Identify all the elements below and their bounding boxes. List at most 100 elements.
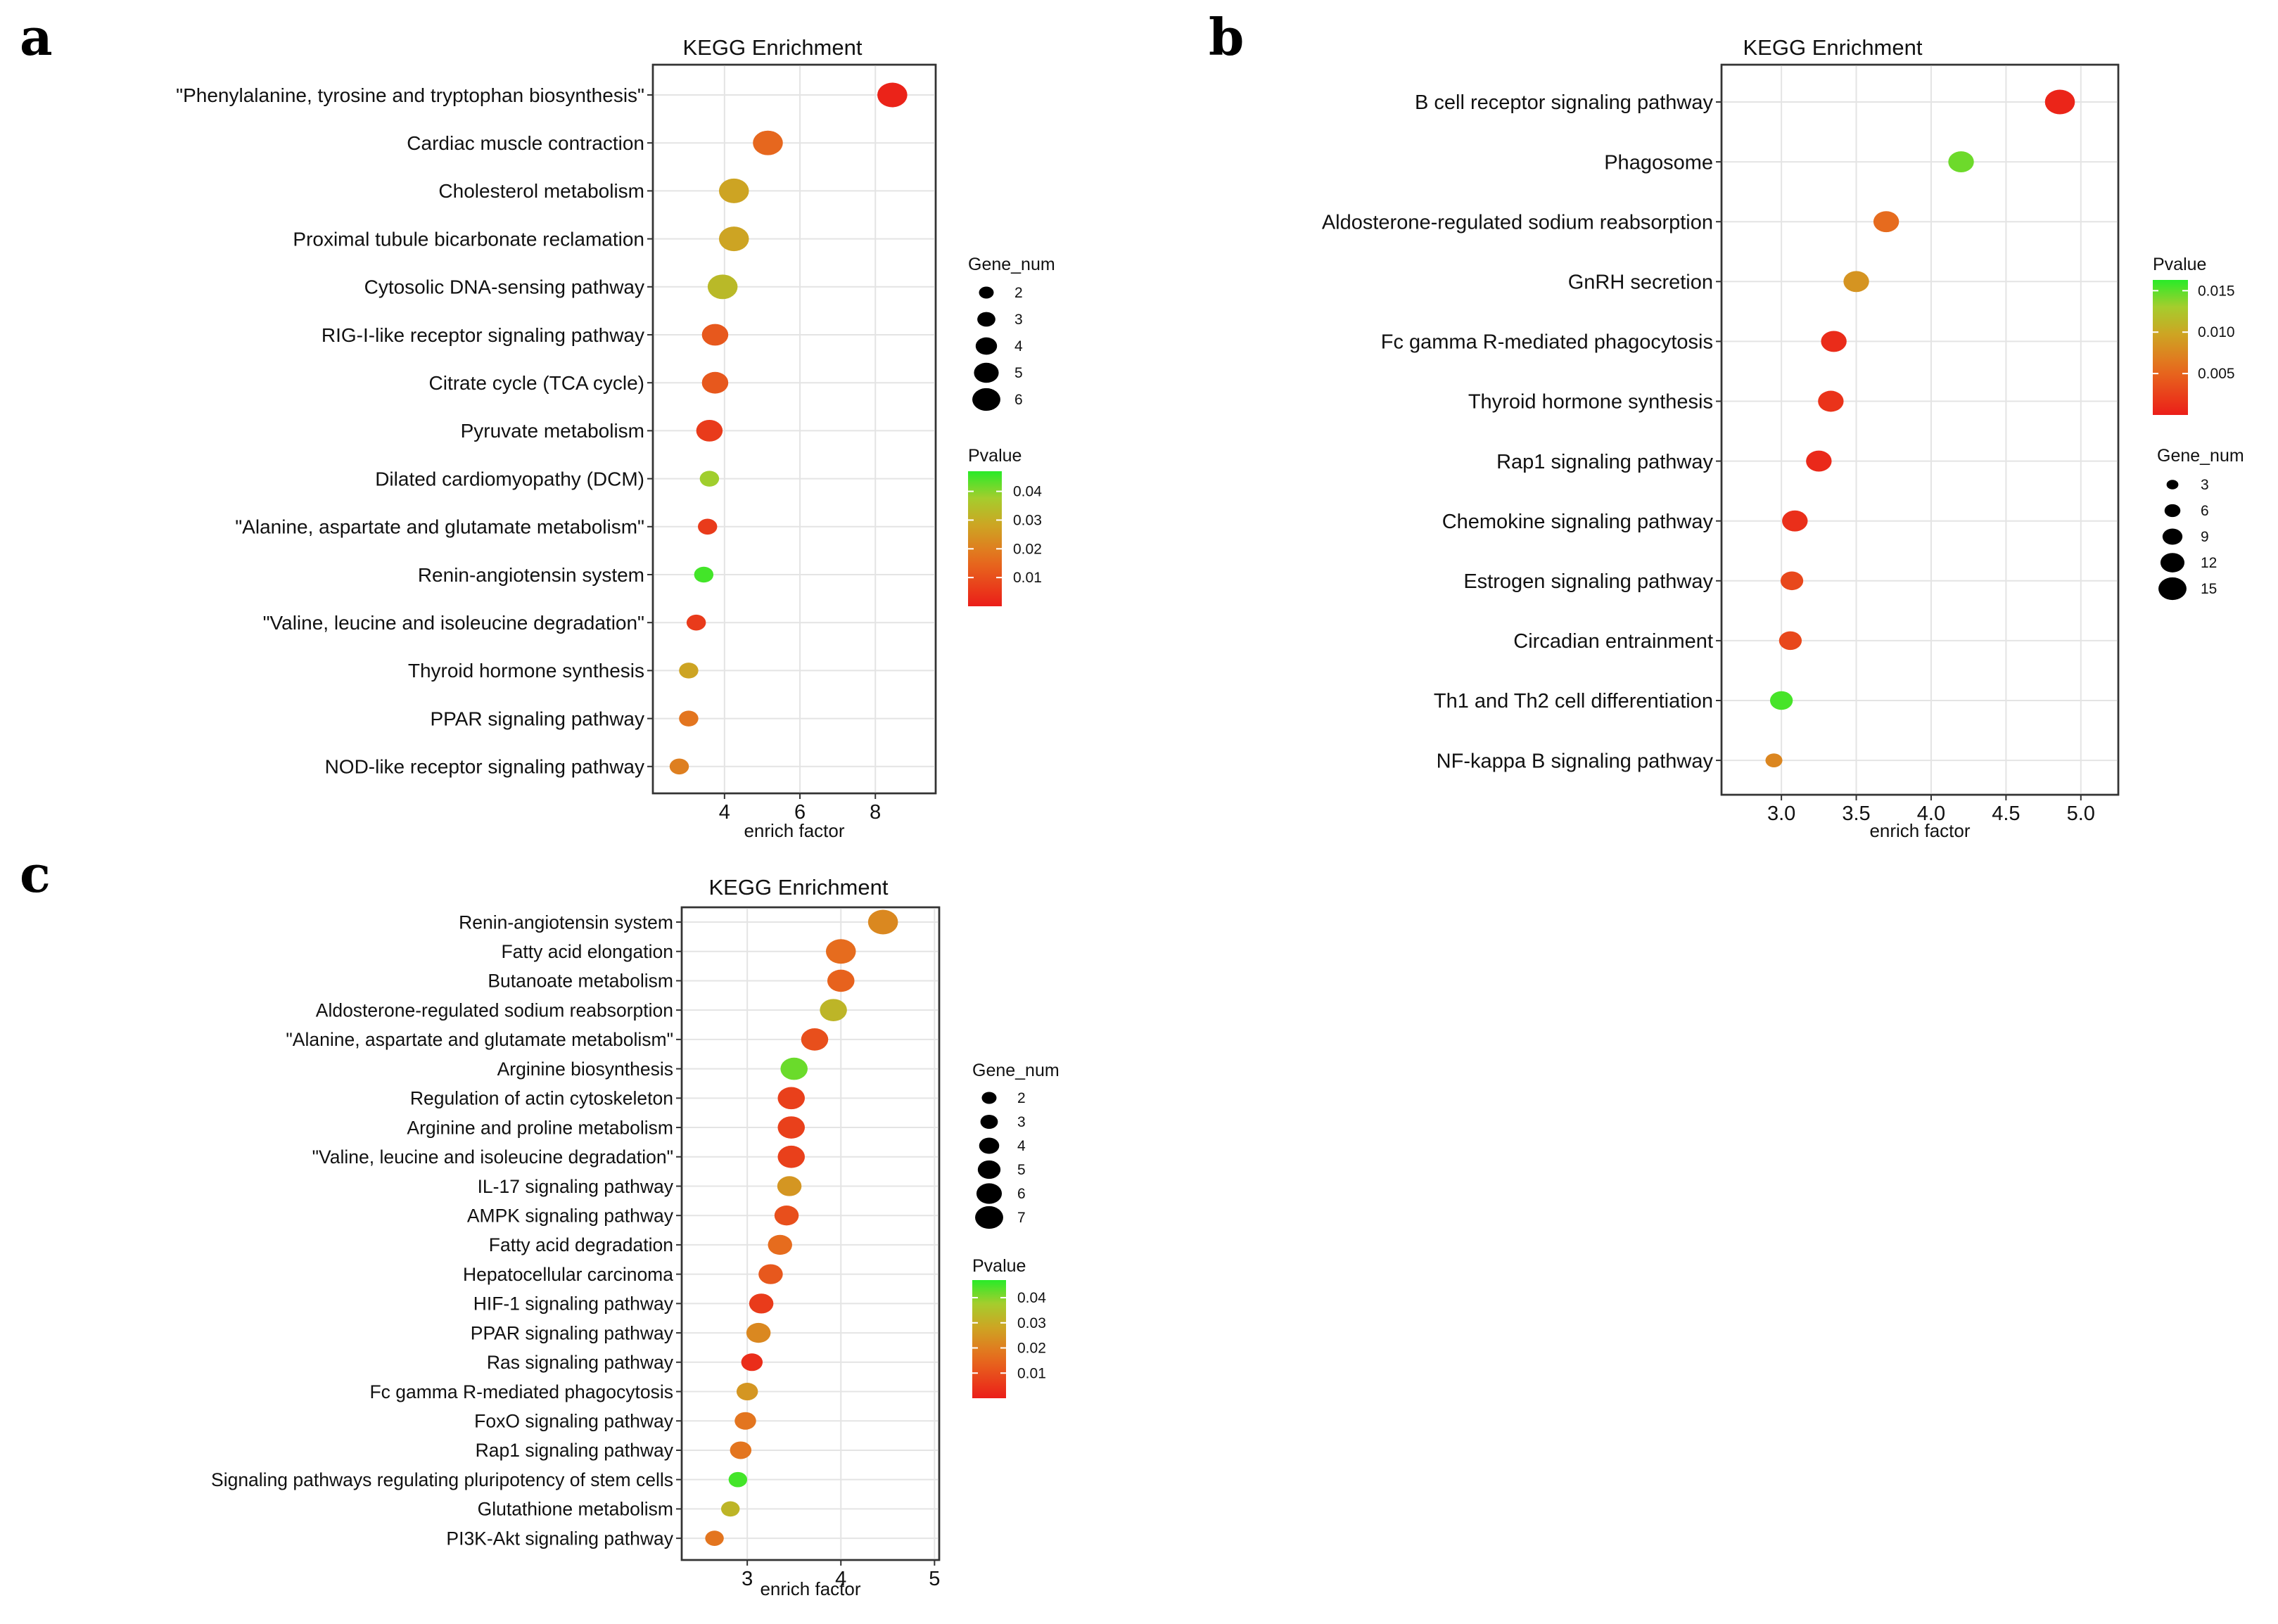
size-legend-title: Gene_num xyxy=(968,255,1055,274)
color-legend-label: 0.01 xyxy=(1017,1365,1046,1381)
data-point xyxy=(720,1501,740,1517)
category-label: Thyroid hormone synthesis xyxy=(1468,391,1713,414)
size-legend-dot xyxy=(975,1206,1003,1229)
size-legend-dot xyxy=(2162,528,2183,545)
size-legend-dot xyxy=(2166,480,2179,490)
size-legend-label: 3 xyxy=(2201,477,2209,493)
data-point xyxy=(1821,331,1847,352)
category-label: Dilated cardiomyopathy (DCM) xyxy=(375,468,644,490)
x-tick-label: 6 xyxy=(794,801,806,824)
x-tick-label: 8 xyxy=(870,801,881,824)
data-point xyxy=(827,969,855,992)
category-label: B cell receptor signaling pathway xyxy=(1415,91,1713,114)
category-label: PPAR signaling pathway xyxy=(430,708,644,729)
data-point xyxy=(777,1116,805,1139)
category-label: Proximal tubule bicarbonate reclamation xyxy=(293,228,644,250)
category-label: Renin-angiotensin system xyxy=(418,564,644,586)
category-label: "Phenylalanine, tyrosine and tryptophan … xyxy=(176,84,644,106)
size-legend-label: 6 xyxy=(1017,1186,1026,1202)
category-label: PI3K-Akt signaling pathway xyxy=(446,1528,673,1549)
size-legend-label: 6 xyxy=(1014,392,1023,408)
data-point xyxy=(877,82,908,108)
x-axis-label: enrich factor xyxy=(1869,820,1970,841)
plot-frame xyxy=(651,63,937,795)
size-legend-label: 2 xyxy=(1017,1090,1026,1106)
color-legend-label: 0.02 xyxy=(1017,1341,1046,1357)
size-legend-dot xyxy=(979,286,994,299)
category-label: Pyruvate metabolism xyxy=(461,420,644,442)
size-legend-dot xyxy=(972,388,1000,411)
data-point xyxy=(777,1176,802,1196)
data-point xyxy=(749,1293,774,1314)
color-legend-title: Pvalue xyxy=(972,1256,1026,1276)
data-point xyxy=(1769,691,1793,710)
panel-b: b KEGG Enrichment B cell receptor signalin… xyxy=(1209,7,2244,841)
size-legend-dot xyxy=(2164,504,2181,518)
data-point xyxy=(1873,211,1900,233)
category-label: NF-kappa B signaling pathway xyxy=(1437,750,1714,772)
data-point xyxy=(694,566,714,583)
category-label: Fatty acid degradation xyxy=(489,1234,673,1255)
category-label: IL-17 signaling pathway xyxy=(478,1176,674,1197)
plot-border xyxy=(651,63,937,795)
data-point xyxy=(707,274,738,300)
chart-title: KEGG Enrichment xyxy=(683,35,863,60)
category-label: PPAR signaling pathway xyxy=(471,1322,674,1343)
x-tick-label: 4 xyxy=(719,801,730,824)
category-label: "Alanine, aspartate and glutamate metabo… xyxy=(235,516,644,538)
data-point xyxy=(1780,571,1804,591)
data-point xyxy=(867,909,898,935)
data-point xyxy=(718,178,749,203)
data-point xyxy=(753,130,783,155)
category-label: Hepatocellular carcinoma xyxy=(463,1264,673,1285)
category-label: Rap1 signaling pathway xyxy=(476,1440,674,1461)
category-label: Glutathione metabolism xyxy=(478,1499,673,1520)
data-point xyxy=(669,758,689,775)
color-legend-label: 0.015 xyxy=(2198,283,2235,299)
size-legend-label: 5 xyxy=(1014,365,1023,381)
category-label: "Valine, leucine and isoleucine degradat… xyxy=(263,612,644,634)
category-label: Rap1 signaling pathway xyxy=(1496,451,1713,473)
size-legend-title: Gene_num xyxy=(2157,446,2244,466)
x-tick-label: 4.0 xyxy=(1917,803,1945,825)
size-legend-label: 4 xyxy=(1014,338,1023,354)
size-legend-label: 4 xyxy=(1017,1138,1026,1154)
plot-border xyxy=(680,906,941,1561)
category-label: "Alanine, aspartate and glutamate metabo… xyxy=(286,1029,673,1050)
data-point xyxy=(728,1471,748,1488)
color-legend-bar xyxy=(968,471,1002,606)
chart-title: KEGG Enrichment xyxy=(709,875,889,900)
category-label: Circadian entrainment xyxy=(1513,630,1713,653)
plot-frame xyxy=(680,906,941,1561)
x-tick-label: 3.0 xyxy=(1767,803,1795,825)
category-label: Cytosolic DNA-sensing pathway xyxy=(364,276,644,298)
category-label: Butanoate metabolism xyxy=(488,971,673,992)
data-point xyxy=(777,1145,805,1168)
data-point xyxy=(1779,631,1802,651)
data-point xyxy=(746,1322,771,1343)
data-point xyxy=(679,710,699,727)
color-legend-bar xyxy=(972,1280,1006,1398)
size-legend-label: 7 xyxy=(1017,1210,1026,1226)
color-legend-title: Pvalue xyxy=(2153,255,2206,274)
x-axis-label: enrich factor xyxy=(744,820,844,841)
size-legend-dot xyxy=(2160,553,2185,573)
category-label: FoxO signaling pathway xyxy=(474,1411,674,1432)
data-point xyxy=(701,371,729,394)
category-label: Arginine and proline metabolism xyxy=(407,1117,673,1138)
category-label: Renin-angiotensin system xyxy=(459,912,673,933)
data-point xyxy=(801,1028,829,1051)
size-legend-label: 3 xyxy=(1017,1114,1026,1130)
color-legend-label: 0.010 xyxy=(2198,324,2235,340)
data-point xyxy=(777,1087,805,1110)
category-label: Citrate cycle (TCA cycle) xyxy=(429,372,645,394)
category-label: Signaling pathways regulating pluripoten… xyxy=(211,1469,673,1490)
x-tick-label: 4 xyxy=(835,1568,846,1590)
data-point xyxy=(780,1057,808,1080)
x-tick-label: 5 xyxy=(929,1568,940,1590)
data-point xyxy=(774,1206,799,1226)
category-label: Cardiac muscle contraction xyxy=(407,132,644,154)
category-label: Fc gamma R-mediated phagocytosis xyxy=(369,1381,673,1402)
color-legend-title: Pvalue xyxy=(968,446,1022,466)
category-label: Aldosterone-regulated sodium reabsorptio… xyxy=(1322,211,1713,234)
